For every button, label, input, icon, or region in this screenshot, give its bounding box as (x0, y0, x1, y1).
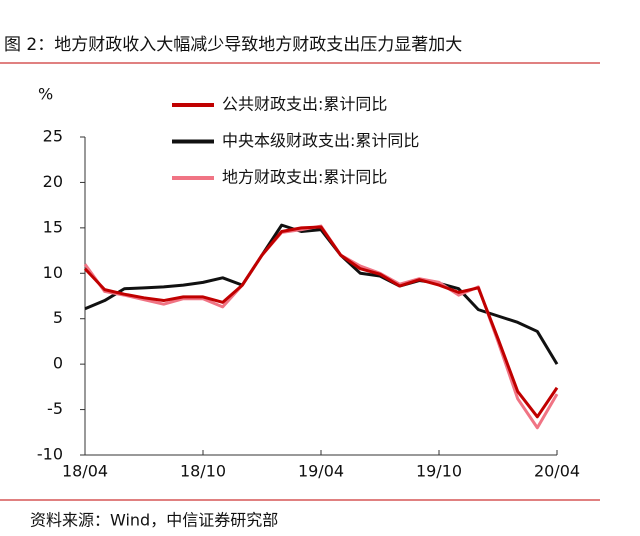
legend-label: 中央本级财政支出:累计同比 (222, 131, 419, 150)
y-tick-label: 0 (53, 354, 63, 373)
y-tick-label: 25 (43, 127, 63, 146)
y-tick-label: 5 (53, 308, 63, 327)
source: 资料来源：Wind，中信证券研究部 (30, 511, 278, 530)
series-line (84, 223, 559, 365)
y-tick-label: -5 (47, 399, 63, 418)
y-axis-label: % (38, 85, 53, 104)
series-line (83, 225, 559, 419)
legend-label: 公共财政支出:累计同比 (222, 95, 387, 114)
y-tick-label: 20 (43, 172, 63, 191)
y-tick-label: 15 (43, 217, 63, 236)
x-tick-label: 18/04 (62, 462, 108, 481)
x-tick-label: 20/04 (534, 462, 580, 481)
x-tick-label: 19/04 (298, 462, 344, 481)
x-tick-label: 19/10 (416, 462, 462, 481)
y-tick-label: 10 (43, 263, 63, 282)
legend-label: 地方财政支出:累计同比 (222, 168, 387, 187)
y-tick-label: -10 (37, 445, 63, 464)
series-line (83, 224, 559, 430)
chart-title: 图 2：地方财政收入大幅减少导致地方财政支出压力显著加大 (4, 35, 462, 55)
x-tick-label: 18/10 (180, 462, 226, 481)
